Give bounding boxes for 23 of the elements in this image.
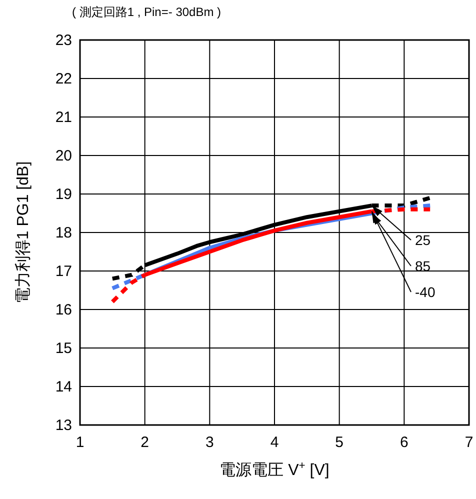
y-axis-title: 電力利得1 PG1 [dB] [14,161,32,304]
y-tick-label: 13 [55,417,72,434]
x-axis-title: 電源電圧 V$^{+}$ [V] [220,460,330,479]
x-tick-label: 6 [400,434,408,451]
x-tick-label: 1 [76,434,84,451]
x-tick-label: 7 [464,434,474,451]
y-tick-label: 16 [55,302,72,318]
y-tick-label: 15 [55,340,72,357]
x-tick-label: 5 [335,434,344,451]
x-tick-label: 3 [205,434,214,451]
x-tick-label: 4 [270,434,279,451]
y-tick-label: 21 [55,109,72,126]
x-tick-label: 2 [140,434,150,451]
y-tick-label: 20 [55,148,72,164]
y-tick-label: 19 [55,186,72,203]
y-tick-label: 17 [55,263,72,280]
y-tick-label: 23 [55,32,72,49]
y-tick-label: 14 [55,378,72,396]
y-tick-label: 18 [55,224,72,242]
y-tick-label: 22 [55,70,72,88]
text: -40 [415,284,436,300]
chart-title: ( 測定回路1 , Pin=- 30dBm ) [72,5,222,19]
text: 25 [415,232,431,248]
